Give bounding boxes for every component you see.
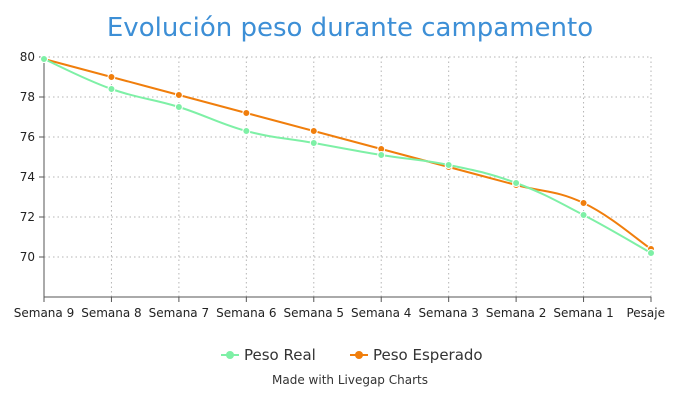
x-tick-label-3: Semana 6 [216, 306, 276, 320]
data-point-0-8 [579, 211, 588, 219]
x-tick-label-2: Semana 7 [149, 306, 209, 320]
data-point-0-5 [377, 151, 386, 159]
data-point-0-7 [512, 179, 521, 187]
x-tick-label-8: Semana 1 [553, 306, 613, 320]
data-point-0-2 [174, 103, 183, 111]
series-0 [40, 55, 655, 257]
y-tick-label-70: 70 [20, 250, 35, 264]
data-point-0-0 [40, 55, 48, 63]
data-point-0-4 [309, 139, 318, 147]
legend: Peso Real Peso Esperado [221, 346, 483, 364]
y-tick-label-72: 72 [20, 210, 35, 224]
footer-credit: Made with Livegap Charts [272, 373, 428, 387]
x-tick-label-4: Semana 5 [284, 306, 344, 320]
data-point-1-3 [242, 109, 251, 117]
data-point-0-3 [242, 127, 251, 135]
x-tick-label-5: Semana 4 [351, 306, 411, 320]
x-tick-label-9: Pesaje [626, 306, 665, 320]
series-lines [40, 55, 655, 257]
data-point-1-1 [107, 73, 116, 81]
data-point-0-6 [444, 161, 453, 169]
chart-title: Evolución peso durante campamento [107, 13, 593, 43]
series-line-0 [43, 58, 652, 254]
grid [44, 56, 652, 297]
legend-marker-0 [226, 351, 234, 359]
x-tick-label-1: Semana 8 [81, 306, 141, 320]
legend-item-0: Peso Real [221, 346, 316, 364]
legend-marker-1 [355, 351, 363, 359]
data-point-0-1 [107, 85, 116, 93]
x-tick-label-7: Semana 2 [486, 306, 546, 320]
y-tick-label-76: 76 [20, 130, 35, 144]
data-point-1-4 [309, 127, 318, 135]
data-point-0-9 [647, 249, 655, 257]
x-tick-label-0: Semana 9 [14, 306, 74, 320]
y-tick-label-78: 78 [20, 90, 35, 104]
y-tick-label-80: 80 [20, 50, 35, 64]
x-tick-label-6: Semana 3 [418, 306, 478, 320]
legend-item-1: Peso Esperado [350, 346, 483, 364]
data-point-1-2 [174, 91, 183, 99]
legend-label-0: Peso Real [244, 346, 316, 364]
y-tick-label-74: 74 [20, 170, 35, 184]
data-point-1-8 [579, 199, 588, 207]
axes: 70 72 74 76 78 80 Semana 9 Semana 8 Semana 7 Sema… [14, 50, 665, 320]
series-1 [40, 55, 655, 253]
legend-label-1: Peso Esperado [373, 346, 483, 364]
series-line-1 [43, 58, 652, 250]
